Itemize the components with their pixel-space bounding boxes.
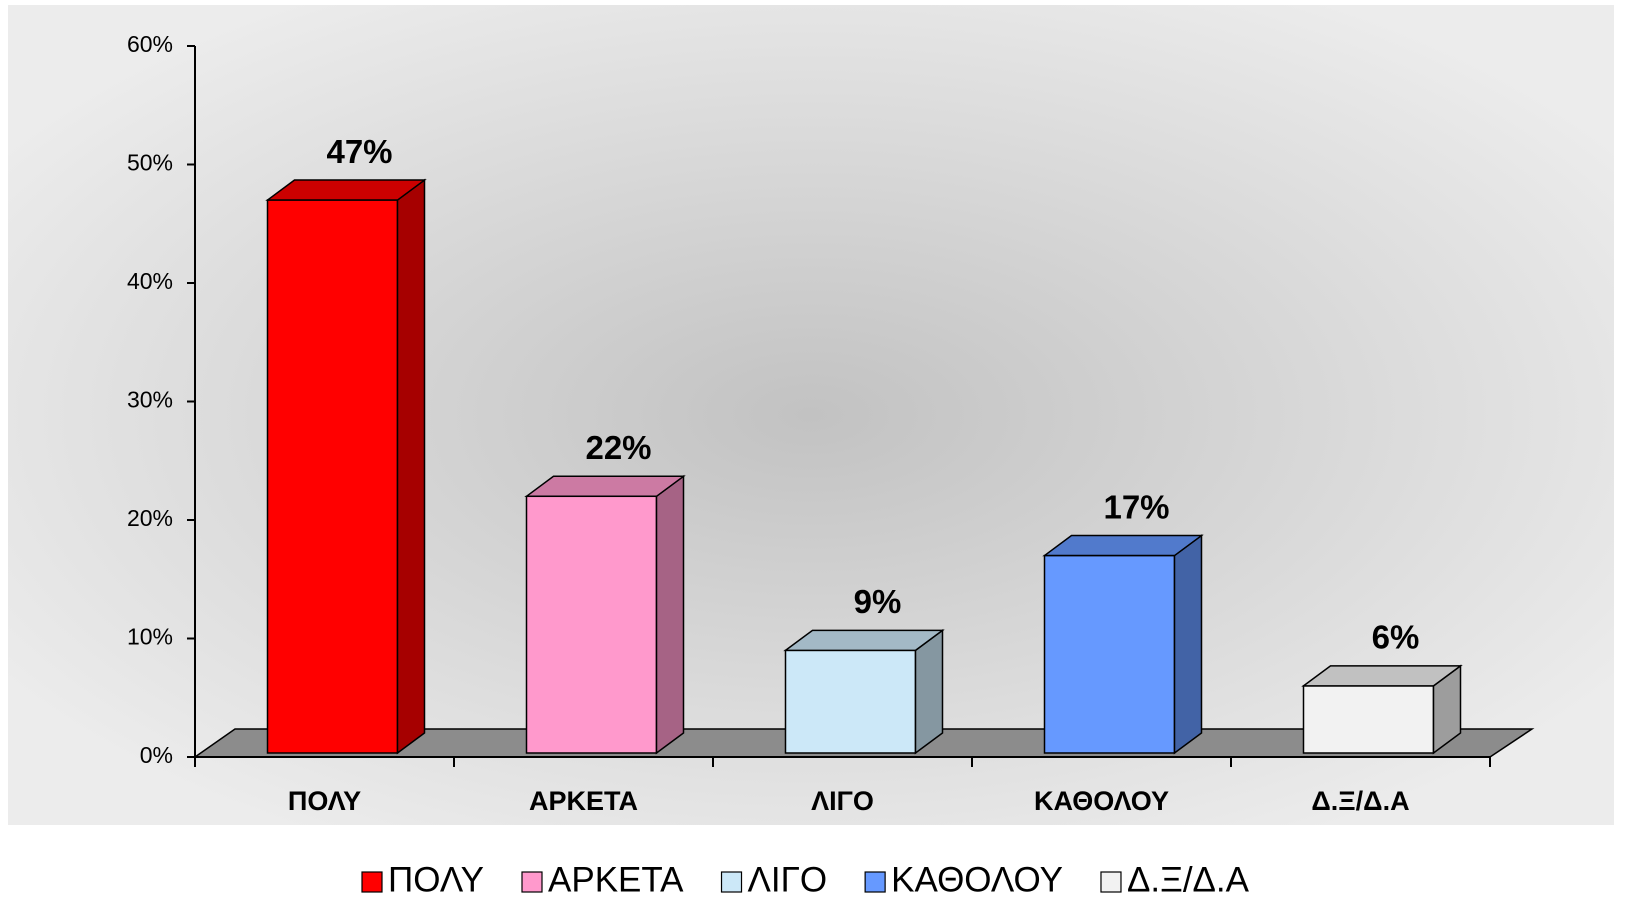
- value-label: 9%: [854, 583, 902, 620]
- bar-top: [783, 629, 945, 652]
- legend-swatch: [720, 871, 743, 893]
- bar-top-shade: [267, 180, 425, 201]
- bar-side-shade: [397, 180, 425, 754]
- bar-front: [784, 649, 917, 754]
- legend-swatch: [521, 871, 543, 893]
- bar-side-shade: [915, 630, 943, 753]
- legend-label: ΑΡΚΕΤΑ: [548, 860, 684, 899]
- bar-top-shade: [785, 630, 943, 651]
- bar-top-shade: [1303, 665, 1461, 686]
- bar-front: [1043, 554, 1176, 754]
- y-tick-label: 60%: [127, 31, 173, 57]
- y-tick-label: 30%: [127, 387, 173, 413]
- x-tick-label: ΠΟΛΥ: [288, 786, 361, 816]
- y-tick-label: 10%: [127, 624, 173, 650]
- y-tick-label: 20%: [127, 505, 173, 531]
- bar-top: [265, 179, 427, 201]
- legend-swatch: [864, 871, 886, 893]
- value-label: 47%: [326, 133, 392, 170]
- x-tick-label: ΛΙΓΟ: [811, 786, 874, 816]
- legend-label: ΚΑΘΟΛΟΥ: [891, 860, 1063, 899]
- bar-top: [1042, 534, 1204, 557]
- legend-label: ΠΟΛΥ: [388, 860, 484, 899]
- bar-side-shade: [656, 476, 684, 753]
- bar-front: [266, 199, 399, 754]
- bar-top-shade: [1044, 535, 1202, 556]
- bar-top: [1301, 665, 1463, 687]
- value-label: 22%: [585, 429, 651, 466]
- x-tick-label: ΑΡΚΕΤΑ: [529, 786, 638, 816]
- legend-label: Δ.Ξ/Δ.Α: [1127, 860, 1250, 899]
- bar-side-shade: [1174, 535, 1202, 753]
- y-tick-label: 40%: [127, 268, 173, 294]
- bar-top-shade: [526, 476, 684, 497]
- bar-front: [1302, 685, 1435, 754]
- x-tick-label: Δ.Ξ/Δ.Α: [1311, 786, 1409, 816]
- bar-front: [525, 495, 658, 754]
- bar-side-shade: [1433, 665, 1461, 753]
- y-tick-label: 50%: [127, 150, 173, 176]
- legend-swatch: [361, 871, 383, 893]
- x-tick-label: ΚΑΘΟΛΟΥ: [1034, 786, 1169, 816]
- legend-swatch: [1100, 871, 1122, 893]
- value-label: 6%: [1372, 619, 1420, 656]
- value-label: 17%: [1103, 488, 1169, 525]
- legend-label: ΛΙΓΟ: [748, 860, 828, 899]
- y-tick-label: 0%: [140, 742, 173, 768]
- bar-top: [524, 475, 686, 498]
